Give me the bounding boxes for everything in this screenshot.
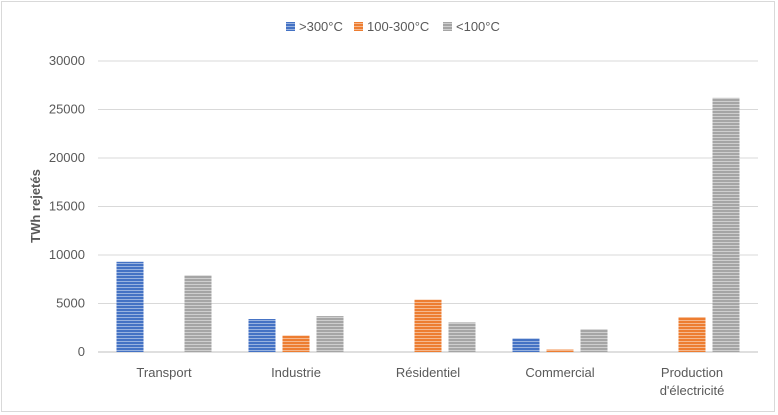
x-category-label: Production d'électricité [660,365,725,398]
bar-1-series-3 [184,275,212,352]
y-axis-label: TWh rejetés [28,169,43,243]
x-axis-categories: Transport Industrie Résidentiel Commercial P… [136,365,724,398]
bar-5-series-3 [712,97,740,352]
bar-5-series-2 [678,317,706,352]
legend-label: 100-300°C [367,19,429,34]
legend-label: >300°C [299,19,343,34]
bar-4-series-3 [580,329,608,352]
y-tick-label: 30000 [49,53,85,68]
bar-3-series-3 [448,322,476,352]
legend-swatch [443,22,452,31]
x-category-label: Transport [136,365,192,380]
bar-1-series-1 [116,261,144,352]
bar-2-series-1 [248,319,276,352]
x-category-label: Industrie [271,365,321,380]
y-axis-ticks: 0 5000 10000 15000 20000 25000 30000 [49,53,85,359]
y-tick-label: 0 [78,344,85,359]
bars [116,97,740,352]
x-category-label: Résidentiel [396,365,460,380]
y-tick-label: 20000 [49,150,85,165]
y-tick-label: 5000 [56,296,85,311]
bar-4-series-2 [546,349,574,352]
bar-2-series-2 [282,335,310,352]
legend-swatch [354,22,363,31]
x-category-label: Commercial [525,365,594,380]
legend-label: <100°C [456,19,500,34]
bar-3-series-2 [414,299,442,352]
legend-swatch [286,22,295,31]
legend: >300°C 100-300°C <100°C [286,19,500,34]
y-tick-label: 15000 [49,199,85,214]
y-tick-label: 25000 [49,102,85,117]
y-tick-label: 10000 [49,247,85,262]
bar-4-series-1 [512,338,540,352]
bar-2-series-3 [316,316,344,352]
